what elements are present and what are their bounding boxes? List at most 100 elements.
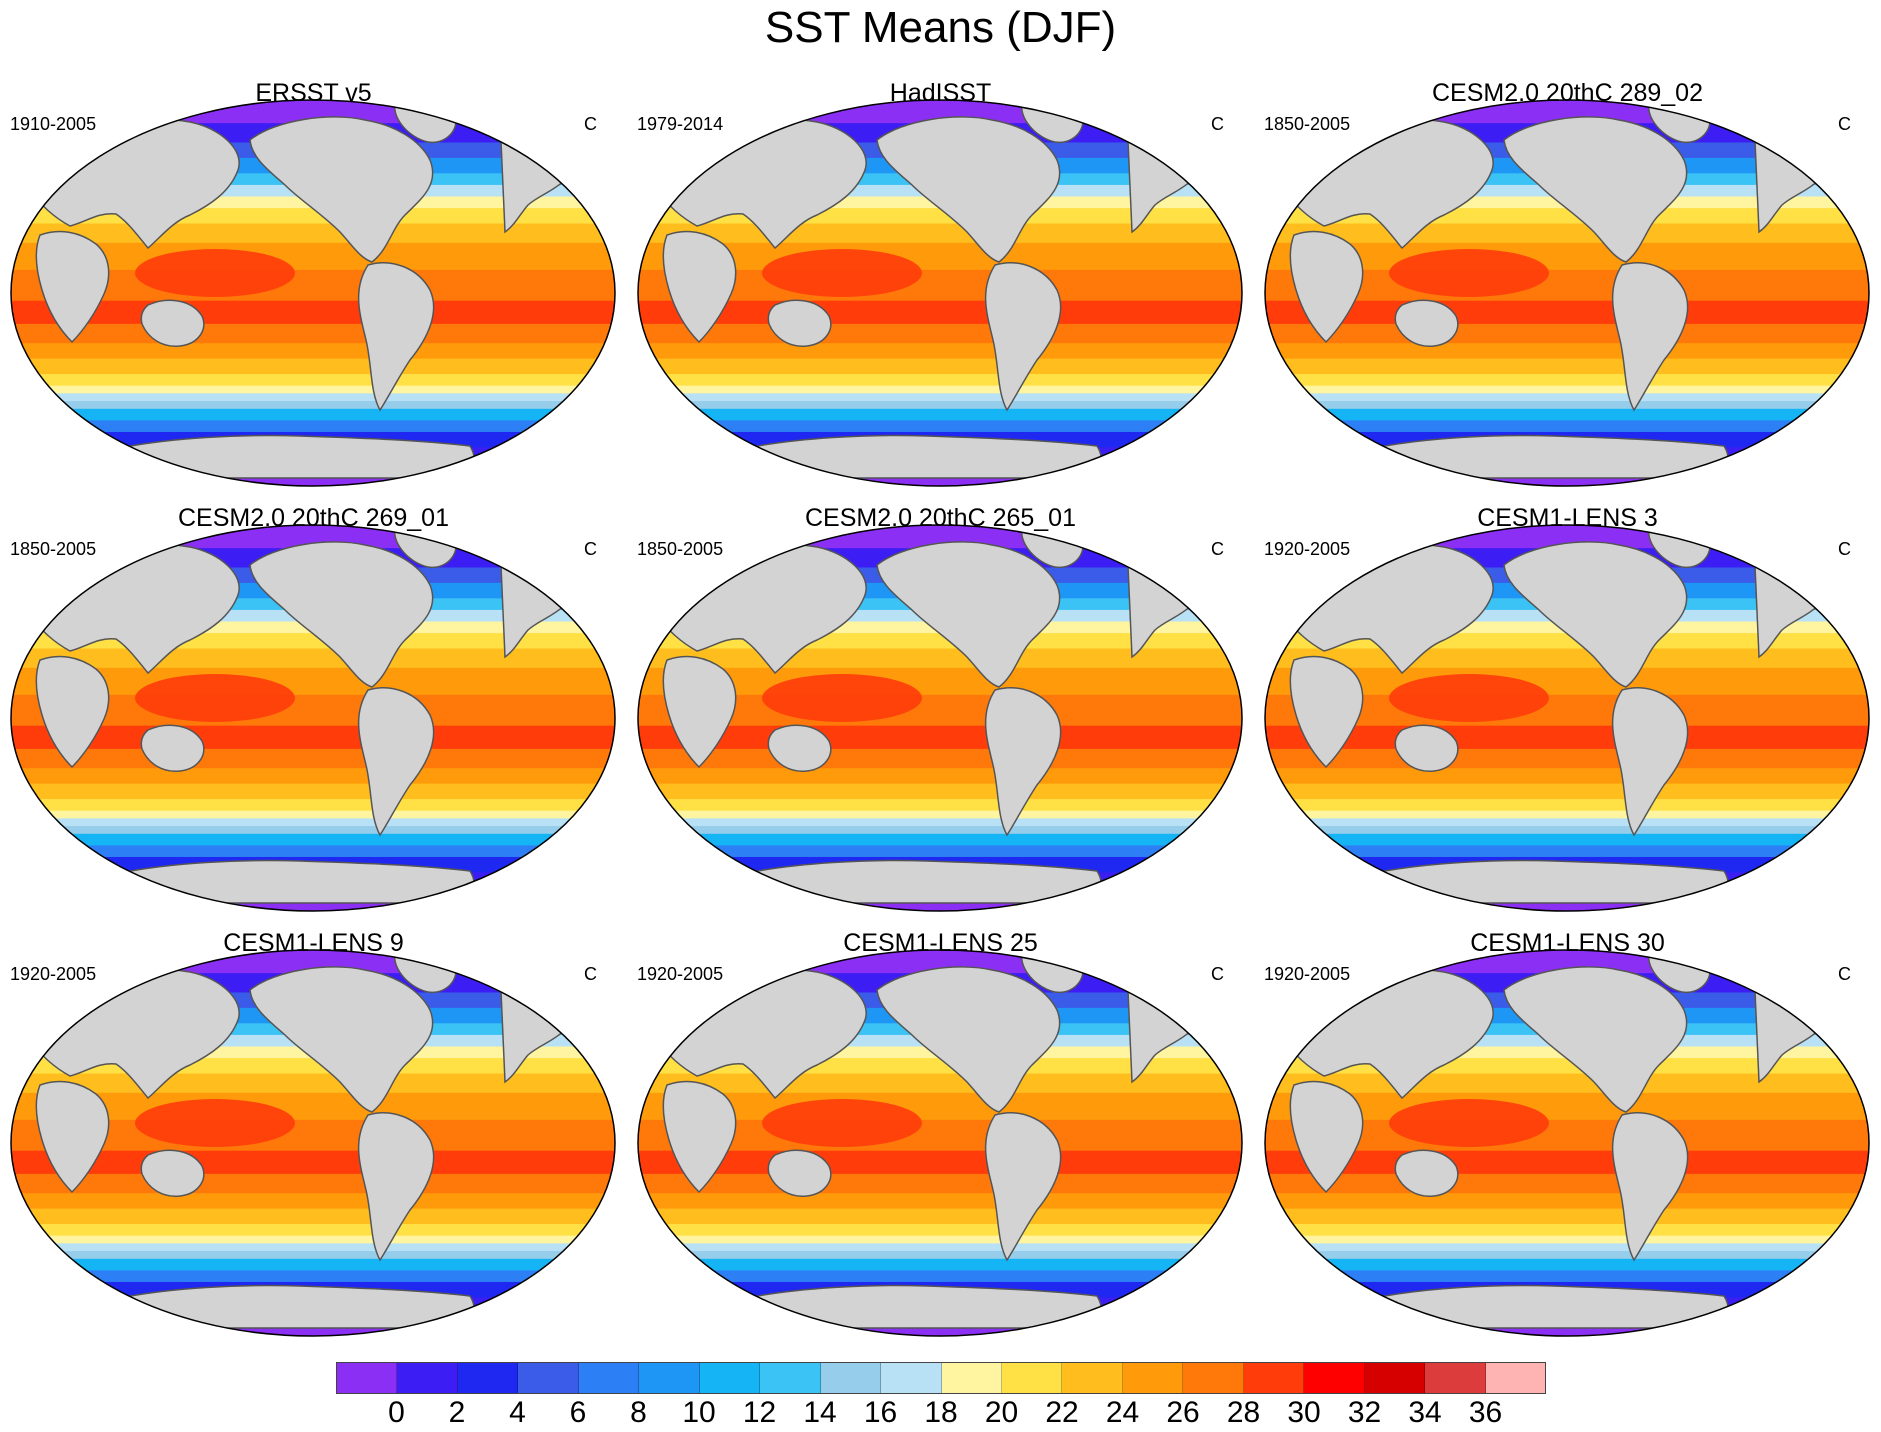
land-mass	[1394, 1149, 1459, 1197]
panel-units: C	[1838, 539, 1851, 559]
sst-band	[638, 300, 1242, 325]
sst-band	[638, 810, 1242, 820]
map-svg	[637, 99, 1243, 487]
map-outline	[10, 99, 616, 487]
colorbar-swatch	[518, 1363, 579, 1393]
warm-pool	[762, 249, 922, 297]
colorbar-swatch	[578, 1363, 640, 1393]
colorbar-swatch	[1425, 1363, 1486, 1393]
land-mass	[1503, 541, 1688, 688]
sst-band	[638, 768, 1242, 785]
sst-band	[1265, 393, 1869, 403]
map-panel: CESM1-LENS 9 1920-2005 C	[0, 850, 627, 1337]
sst-band	[1265, 1119, 1869, 1152]
colorbar-tick-label: 32	[1347, 1396, 1382, 1429]
sst-band	[638, 242, 1242, 271]
panel-units: C	[1838, 964, 1851, 984]
panel-period: 1850-2005	[637, 539, 724, 559]
sst-band	[638, 1150, 1242, 1175]
land-mass	[35, 655, 110, 769]
sst-band	[11, 725, 615, 750]
land-mass	[1289, 655, 1364, 769]
sst-band	[638, 385, 1242, 395]
land-mass	[140, 299, 205, 347]
panel-period: 1920-2005	[1264, 964, 1351, 984]
sst-band	[11, 1270, 615, 1283]
map-panel: CESM1-LENS 25 1920-2005 C	[627, 850, 1254, 1337]
sst-band	[11, 1235, 615, 1245]
sst-band	[11, 648, 615, 669]
sst-band	[638, 1208, 1242, 1226]
sst-band	[1265, 420, 1869, 433]
land-mass	[767, 1149, 832, 1197]
land-mass	[35, 1080, 110, 1194]
colorbar-swatch	[397, 1363, 458, 1393]
sst-band	[11, 1243, 615, 1253]
sst-band	[11, 1251, 615, 1260]
sst-band	[11, 818, 615, 828]
colorbar	[336, 1362, 1546, 1394]
land-mass	[1503, 116, 1688, 263]
sst-band	[638, 1251, 1242, 1260]
sst-band	[11, 1208, 615, 1226]
sst-band	[1265, 1092, 1869, 1121]
sst-band	[1265, 374, 1869, 387]
map-outline	[1264, 949, 1870, 1337]
panel-period: 1920-2005	[10, 964, 97, 984]
map-outline	[637, 524, 1243, 912]
sst-band	[11, 694, 615, 727]
sst-band	[11, 358, 615, 376]
warm-pool	[1389, 249, 1549, 297]
sst-band	[638, 1073, 1242, 1094]
sst-band	[638, 833, 1242, 847]
colorbar-tick-label: 30	[1287, 1396, 1321, 1429]
panel-period: 1979-2014	[637, 114, 724, 134]
sst-band	[638, 667, 1242, 696]
sst-band	[11, 420, 615, 433]
land-mass	[876, 966, 1061, 1113]
colorbar-labels: 0 2 4 6 8 10 12 14 16 18 20 22 24 26 28 30 32 34 36	[336, 1396, 1546, 1430]
panel-units: C	[584, 114, 597, 134]
map-outline	[637, 949, 1243, 1337]
map-svg	[10, 949, 616, 1337]
warm-pool	[135, 249, 295, 297]
colorbar-tick-label: 26	[1166, 1396, 1200, 1429]
map-panel: HadISST 1979-2014 C	[627, 0, 1254, 487]
colorbar-tick-label: 2	[448, 1396, 466, 1429]
panel-title: CESM2.0 20thC 265_01	[804, 504, 1076, 532]
land-mass	[357, 687, 435, 837]
map-panel: ERSST v5 1910-2005 C	[0, 0, 627, 487]
sst-band	[638, 1119, 1242, 1152]
sst-band	[1265, 242, 1869, 271]
land-mass	[1373, 1284, 1729, 1329]
sst-band	[1265, 1270, 1869, 1283]
colorbar-tick-label: 34	[1408, 1396, 1442, 1429]
land-mass	[1289, 1080, 1364, 1194]
sst-band	[11, 323, 615, 345]
sst-band	[638, 1224, 1242, 1237]
colorbar-swatch	[881, 1363, 942, 1393]
land-mass	[249, 116, 434, 263]
colorbar-tick-label: 12	[742, 1396, 777, 1429]
colorbar-tick-label: 6	[569, 1396, 587, 1429]
colorbar-swatch	[760, 1363, 821, 1393]
land-mass	[1394, 299, 1459, 347]
sst-band	[638, 725, 1242, 750]
map-panel: CESM2.0 20thC 269_01 1850-2005 C	[0, 425, 627, 912]
panel-period: 1920-2005	[637, 964, 724, 984]
sst-band	[638, 1235, 1242, 1245]
sst-band	[638, 420, 1242, 433]
land-mass	[1289, 230, 1364, 344]
sst-band	[11, 799, 615, 812]
sst-band	[1265, 1224, 1869, 1237]
sst-band	[11, 1258, 615, 1272]
panel-units: C	[1211, 114, 1224, 134]
sst-band	[1265, 343, 1869, 360]
land-mass	[662, 1080, 737, 1194]
sst-band	[1265, 725, 1869, 750]
panel-period: 1850-2005	[10, 539, 97, 559]
sst-band	[1265, 845, 1869, 858]
colorbar-swatch	[337, 1363, 398, 1393]
sst-band	[638, 269, 1242, 302]
map-panel: CESM2.0 20thC 289_02 1850-2005 C	[1254, 0, 1881, 487]
